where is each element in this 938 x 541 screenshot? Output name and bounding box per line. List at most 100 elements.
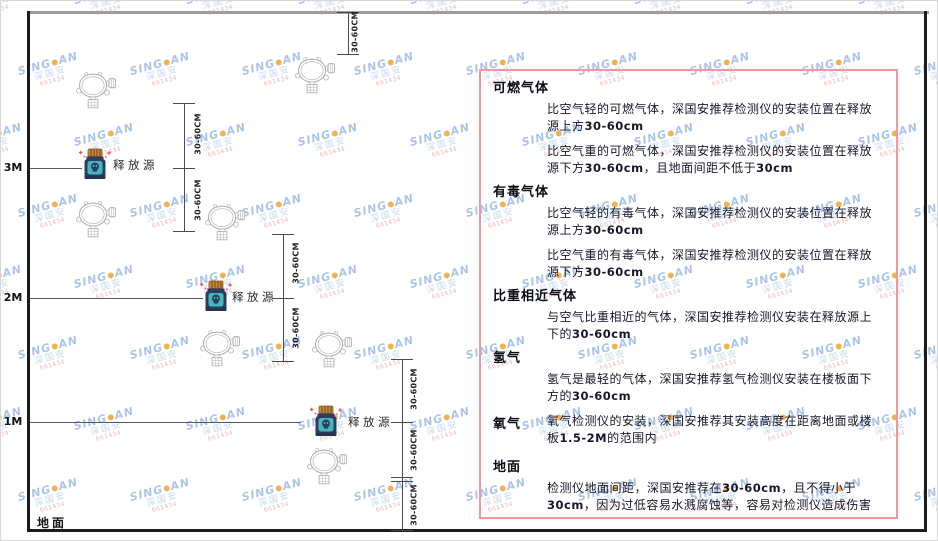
gas-detector-icon xyxy=(294,57,336,99)
dimension-text: 30-60CM xyxy=(291,242,301,284)
gas-detector-icon xyxy=(75,201,117,243)
ceiling-line xyxy=(28,11,929,14)
dimension-line xyxy=(184,103,185,231)
body-text: 比空气重的有毒气体，深国安推荐检测仪的安装位置在释放源下方 xyxy=(547,248,873,279)
section-paragraphs: 比空气轻的有毒气体，深国安推荐检测仪的安装位置在释放源上方30-60cm 比空气重… xyxy=(547,205,880,280)
measurement-text: 30cm xyxy=(547,497,584,512)
dimension-tick xyxy=(272,361,294,362)
panel-section: 地面检测仪地面间距，深国安推荐在30-60cm，且不得小于 30cm，因为过低容易… xyxy=(493,460,880,513)
measurement-text: 30-60cm xyxy=(722,481,782,495)
dimension-tick xyxy=(337,12,359,13)
left-wall-line xyxy=(27,11,30,532)
dimension-text: 30-60CM xyxy=(409,429,419,471)
panel-section: 有毒气体 比空气轻的有毒气体，深国安推荐检测仪的安装位置在释放源上方30-60cm… xyxy=(493,185,880,280)
section-heading: 有毒气体 xyxy=(493,185,550,200)
gas-detector-icon xyxy=(204,204,246,246)
panel-section: 比重相近气体与空气比重相近的气体，深国安推荐检测仪安装在释放源上下的30-60c… xyxy=(493,289,880,342)
dimension-tick xyxy=(173,168,195,169)
dimension-text: 30-60CM xyxy=(291,307,301,349)
body-text: ，且地面间距不低于 xyxy=(643,160,757,175)
dimension-tick xyxy=(272,234,294,235)
height-label: 2M xyxy=(3,291,23,304)
section-paragraphs: 氢气是最轻的气体，深国安推荐氢气检测仪安装在楼板面下方的30-60cm xyxy=(547,371,880,404)
dimension-tick xyxy=(173,103,195,104)
panel-section: 氢气氢气是最轻的气体，深国安推荐氢气检测仪安装在楼板面下方的30-60cm xyxy=(493,351,880,404)
height-level-line xyxy=(30,298,203,299)
measurement-text: 30-60cm xyxy=(572,326,632,341)
section-paragraph: 比空气重的可燃气体，深国安推荐检测仪的安装位置在释放源下方30-60cm，且地面… xyxy=(547,143,880,176)
measurement-text: 30-60cm xyxy=(584,264,644,279)
measurement-text: 30cm xyxy=(756,160,793,175)
height-label: 1M xyxy=(3,415,23,428)
section-paragraph: 氢气是最轻的气体，深国安推荐氢气检测仪安装在楼板面下方的30-60cm xyxy=(547,371,880,404)
body-text: 与空气比重相近的气体，深国安推荐检测仪安装在释放源上下的 xyxy=(547,310,873,341)
body-text: 比空气重的可燃气体，深国安推荐检测仪的安装位置在释放源下方 xyxy=(547,144,873,175)
gas-detector-icon xyxy=(311,331,353,373)
release-source-icon xyxy=(308,405,344,444)
dimension-text: 30-60CM xyxy=(193,179,203,221)
release-source-label: 释放源 xyxy=(113,158,158,172)
right-wall-line xyxy=(924,11,927,532)
height-level-line xyxy=(30,422,301,423)
dimension-line xyxy=(283,234,284,361)
section-heading: 氢气 xyxy=(493,351,522,366)
height-label: 3M xyxy=(3,161,23,174)
body-text: 比空气轻的有毒气体，深国安推荐检测仪的安装位置在释放源上方 xyxy=(547,206,873,237)
dimension-line xyxy=(402,359,403,530)
section-paragraph: 检测仪地面间距，深国安推荐在30-60cm，且不得小于 30cm，因为过低容易水溅… xyxy=(547,480,880,513)
body-text: 比空气轻的可燃气体，深国安推荐检测仪的安装位置在释放源上方 xyxy=(547,102,873,133)
dimension-tick xyxy=(391,359,413,360)
dimension-line xyxy=(348,12,349,54)
measurement-text: 30-60cm xyxy=(584,222,644,237)
dimension-text: 30-60CM xyxy=(409,484,419,526)
dimension-tick xyxy=(337,54,359,55)
ground-line xyxy=(27,529,927,532)
dimension-tick xyxy=(391,481,413,482)
section-heading: 比重相近气体 xyxy=(493,289,578,304)
measurement-text: 30-60cm xyxy=(584,160,644,175)
ground-label: 地面 xyxy=(37,516,68,530)
body-text: 检测仪地面间距，深国安推荐在 xyxy=(547,481,723,495)
section-heading: 可燃气体 xyxy=(493,81,550,96)
panel-sections: 可燃气体 比空气轻的可燃气体，深国安推荐检测仪的安装位置在释放源上方30-60cm… xyxy=(493,81,880,513)
dimension-tick xyxy=(391,530,413,531)
section-paragraph: 比空气轻的可燃气体，深国安推荐检测仪的安装位置在释放源上方30-60cm xyxy=(547,101,880,134)
section-paragraphs: 比空气轻的可燃气体，深国安推荐检测仪的安装位置在释放源上方30-60cm 比空气重… xyxy=(547,101,880,176)
section-paragraph: 氧气检测仪的安装，深国安推荐其安装高度在距离地面或楼板1.5-2M的范围内 xyxy=(547,413,880,446)
panel-section: 可燃气体 比空气轻的可燃气体，深国安推荐检测仪的安装位置在释放源上方30-60cm… xyxy=(493,81,880,176)
section-heading: 地面 xyxy=(493,460,522,475)
dimension-tick xyxy=(272,298,294,299)
measurement-text: 30-60cm xyxy=(572,388,632,403)
section-paragraphs: 氧气检测仪的安装，深国安推荐其安装高度在距离地面或楼板1.5-2M的范围内 xyxy=(547,413,880,446)
measurement-text: 1.5-2M xyxy=(559,430,608,445)
release-source-label: 释放源 xyxy=(232,290,277,304)
gas-detector-icon xyxy=(199,330,241,372)
body-text: 的范围内 xyxy=(607,430,658,445)
dimension-text: 30-60CM xyxy=(350,11,360,53)
dimension-text: 30-60CM xyxy=(409,368,419,410)
panel-section: 氧气 氧气检测仪的安装，深国安推荐其安装高度在距离地面或楼板1.5-2M的范围内 xyxy=(493,413,880,446)
guidelines-panel: 可燃气体 比空气轻的可燃气体，深国安推荐检测仪的安装位置在释放源上方30-60cm… xyxy=(479,69,898,519)
release-source-icon xyxy=(77,148,113,187)
height-level-line xyxy=(30,168,82,169)
gas-detector-icon xyxy=(306,448,348,490)
section-paragraphs: 与空气比重相近的气体，深国安推荐检测仪安装在释放源上下的30-60cm xyxy=(547,309,880,342)
section-paragraph: 与空气比重相近的气体，深国安推荐检测仪安装在释放源上下的30-60cm xyxy=(547,309,880,342)
section-heading: 氧气 xyxy=(493,417,522,432)
body-text: 氢气是最轻的气体，深国安推荐氢气检测仪安装在楼板面下方的 xyxy=(547,372,873,403)
dimension-text: 30-60CM xyxy=(193,113,203,155)
release-source-label: 释放源 xyxy=(348,415,393,429)
body-text: ，且不得小于 xyxy=(781,481,857,495)
dimension-tick xyxy=(391,477,413,478)
release-source-icon xyxy=(198,280,234,319)
body-text: ，因为过低容易水溅腐蚀等，容易对检测仪造成伤害 xyxy=(583,497,872,512)
section-paragraph: 比空气轻的有毒气体，深国安推荐检测仪的安装位置在释放源上方30-60cm xyxy=(547,205,880,238)
dimension-tick xyxy=(173,231,195,232)
measurement-text: 30-60cm xyxy=(584,118,644,133)
dimension-tick xyxy=(391,422,413,423)
gas-detector-icon xyxy=(75,72,117,114)
section-paragraph: 比空气重的有毒气体，深国安推荐检测仪的安装位置在释放源下方30-60cm xyxy=(547,247,880,280)
section-paragraphs: 检测仪地面间距，深国安推荐在30-60cm，且不得小于 30cm，因为过低容易水溅… xyxy=(547,480,880,513)
